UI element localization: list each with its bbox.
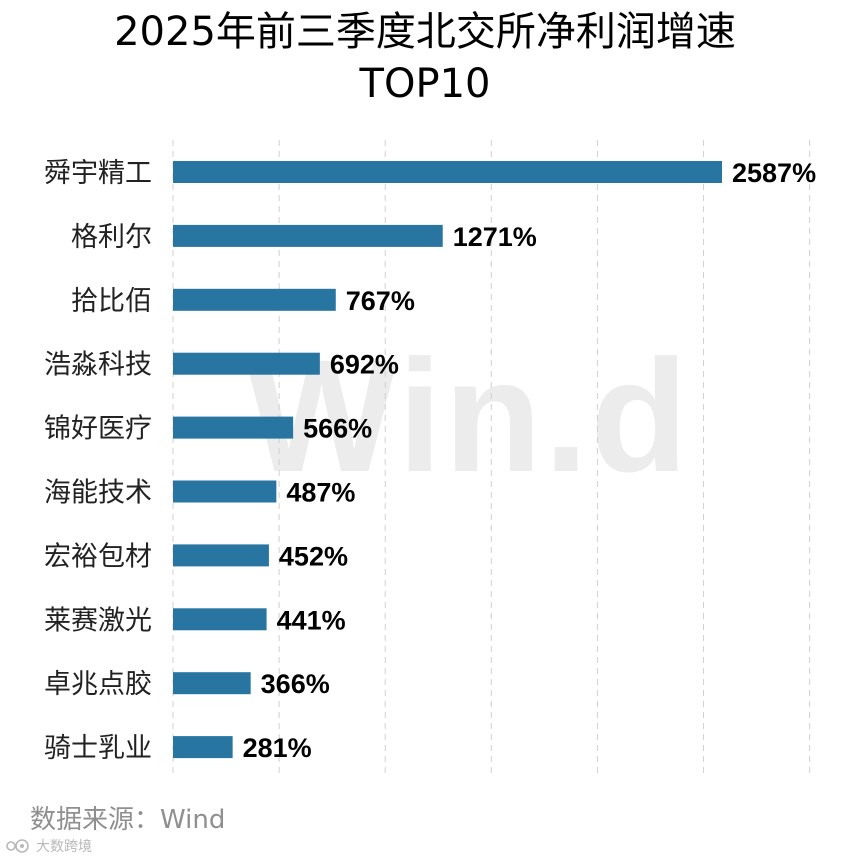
- chart-title-line-1: 2025年前三季度北交所净利润增速: [114, 9, 736, 55]
- category-label: 骑士乳业: [44, 733, 152, 764]
- category-label: 莱赛激光: [44, 605, 152, 636]
- category-label: 舜宇精工: [44, 158, 152, 189]
- bar: [173, 672, 251, 695]
- chart-title: 2025年前三季度北交所净利润增速 TOP10: [0, 6, 850, 110]
- bar: [173, 224, 443, 247]
- bar: [173, 288, 336, 311]
- bar: [173, 736, 233, 759]
- bar: [173, 544, 269, 567]
- value-label: 281%: [243, 733, 312, 763]
- category-label: 卓兆点胶: [44, 669, 152, 700]
- logo-text: 大数跨境: [36, 839, 92, 855]
- bar: [173, 480, 277, 503]
- bar: [173, 352, 320, 375]
- value-label: 366%: [261, 669, 330, 699]
- bar-layer: [173, 161, 722, 759]
- data-source-note: 数据来源：Wind: [30, 805, 226, 835]
- label-layer: 舜宇精工 2587% 格利尔 1271% 拾比佰 767% 浩淼科技 692% 锦好医疗 566%…: [44, 158, 816, 764]
- category-label: 锦好医疗: [44, 414, 152, 445]
- category-label: 拾比佰: [71, 286, 152, 317]
- eye-dot-logo-icon: [6, 839, 29, 853]
- category-label: 浩淼科技: [44, 350, 152, 381]
- value-label: 487%: [286, 478, 355, 508]
- chart-title-line-2: TOP10: [359, 61, 491, 107]
- logo: 大数跨境: [6, 835, 92, 857]
- value-label: 692%: [330, 350, 399, 380]
- value-label: 566%: [303, 414, 372, 444]
- category-label: 宏裕包材: [44, 541, 152, 572]
- value-label: 767%: [346, 286, 415, 316]
- category-label: 海能技术: [44, 478, 152, 509]
- bar: [173, 608, 267, 631]
- value-label: 452%: [279, 541, 348, 571]
- value-label: 441%: [277, 605, 346, 635]
- value-label: 2587%: [732, 158, 816, 188]
- bar: [173, 161, 722, 183]
- category-label: 格利尔: [71, 222, 152, 253]
- grid-layer: [172, 140, 811, 775]
- bar: [173, 416, 294, 439]
- value-label: 1271%: [453, 222, 537, 252]
